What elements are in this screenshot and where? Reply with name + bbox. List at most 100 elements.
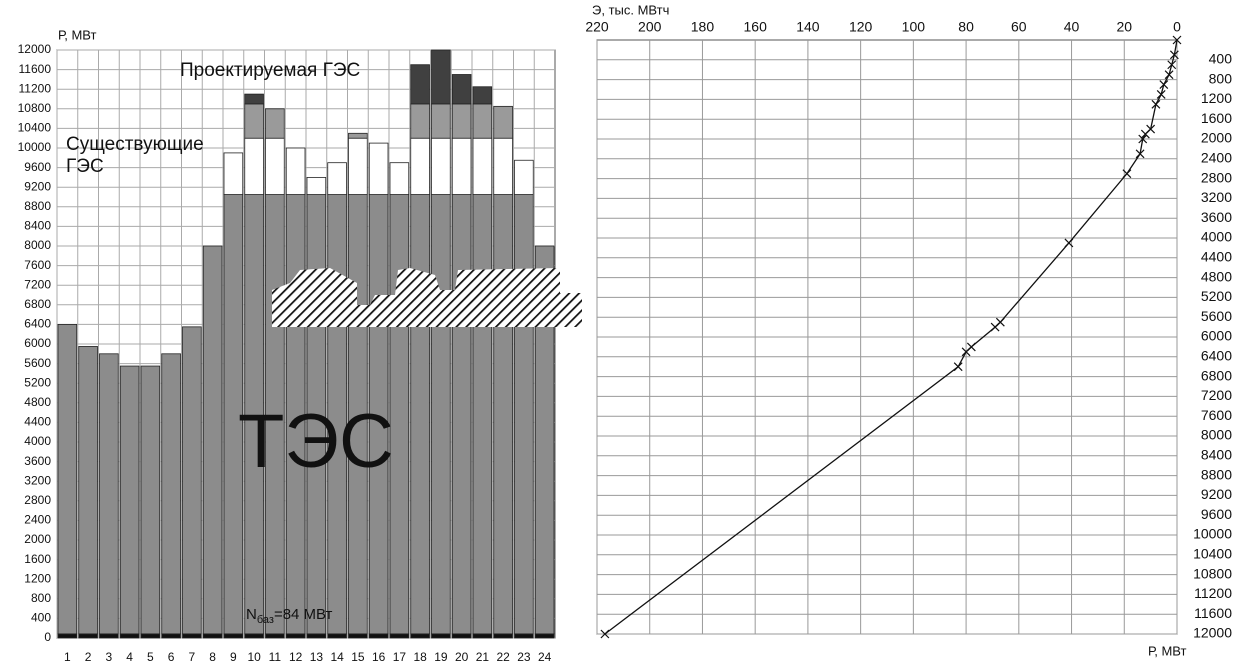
y-tick-label: 6400 (1201, 348, 1232, 364)
y-tick-label: 2400 (24, 513, 51, 527)
bar-segment (348, 132, 368, 139)
bar-segment (182, 326, 202, 635)
bar-segment (99, 633, 119, 639)
y-tick-label: 10800 (1193, 565, 1232, 581)
y-tick-label: 7600 (1201, 407, 1232, 423)
x-tick-label: 120 (849, 19, 873, 35)
y-tick-label: 5600 (24, 356, 51, 370)
y-tick-label: 10800 (18, 101, 52, 115)
y-tick-label: 6400 (24, 317, 51, 331)
base-rest: =84 МВт (273, 606, 333, 623)
y-tick-label: 3600 (1201, 209, 1232, 225)
bar-segment (451, 103, 472, 139)
bar-segment (451, 137, 472, 195)
bar-segment (451, 74, 472, 105)
bar-segment (119, 365, 140, 635)
bar-segment (514, 194, 534, 635)
bar-segment (265, 108, 285, 139)
y-tick-label: 7200 (24, 277, 51, 291)
base-label: Nбаз=84 МВт (246, 606, 332, 627)
y-tick-label: 5200 (24, 375, 51, 389)
bar-segment (78, 346, 98, 635)
x-tick-label: 140 (796, 19, 820, 35)
bar-segment (306, 176, 327, 195)
bar-segment (389, 633, 410, 639)
x-tick-label: 13 (310, 650, 324, 664)
bar-segment (368, 142, 389, 195)
x-tick-label: 11 (269, 650, 282, 664)
y-tick-label: 9600 (24, 160, 51, 174)
bar-segment (161, 353, 181, 635)
point-marker (1122, 169, 1132, 179)
bar-segment (244, 137, 264, 195)
y-tick-label: 11200 (19, 81, 52, 95)
point-marker (1164, 70, 1174, 80)
y-tick-label: 8800 (1201, 466, 1232, 482)
y-axis-title: Р, МВт (1148, 643, 1187, 658)
y-tick-label: 800 (31, 591, 51, 605)
series-label: Проектируемая ГЭС (180, 60, 361, 81)
bar-segment (431, 103, 451, 139)
bar-segment (327, 162, 347, 195)
bar-segment (389, 162, 410, 195)
bar-segment (306, 633, 327, 639)
y-tick-label: 1200 (1201, 90, 1232, 106)
y-tick-label: 9200 (24, 179, 51, 193)
bar-segment (431, 194, 451, 635)
y-tick-label: 3200 (1201, 189, 1232, 205)
y-tick-label: 8000 (1201, 427, 1232, 443)
y-tick-label: 4000 (24, 434, 51, 448)
point-marker (1064, 238, 1074, 248)
y-tick-label: 7200 (1201, 387, 1232, 403)
x-axis-title: Э, тыс. МВтч (592, 2, 669, 17)
base-symbol: N (246, 606, 257, 623)
bar-segment (285, 147, 306, 195)
y-tick-label: 1600 (24, 552, 51, 566)
series-label: ТЭС (238, 399, 394, 484)
x-tick-label: 80 (958, 19, 974, 35)
point-marker (1172, 35, 1182, 45)
x-tick-label: 22 (496, 650, 510, 664)
y-tick-label: 6800 (24, 297, 51, 311)
y-tick-label: 4800 (24, 395, 51, 409)
point-marker (1140, 129, 1150, 139)
bar-segment (119, 633, 140, 639)
bar-segment (244, 633, 264, 639)
bar-segment (410, 64, 430, 105)
x-tick-label: 2 (85, 650, 92, 664)
y-tick-label: 4400 (24, 415, 51, 429)
bar-segment (514, 633, 534, 639)
y-tick-label: 1200 (24, 571, 51, 585)
x-tick-label: 8 (209, 650, 216, 664)
x-tick-label: 1 (64, 650, 71, 664)
bar-segment (431, 633, 451, 639)
x-tick-label: 100 (902, 19, 926, 35)
point-marker (1135, 149, 1145, 159)
y-tick-label: 4000 (1201, 229, 1232, 245)
y-tick-label: 3200 (24, 473, 51, 487)
bar-segment (493, 105, 513, 139)
y-tick-label: 10000 (1193, 526, 1232, 542)
x-tick-label: 12 (289, 650, 303, 664)
bar-segment (451, 194, 472, 635)
bar-segment (265, 137, 285, 195)
point-marker (1159, 80, 1169, 89)
x-tick-label: 6 (168, 650, 175, 664)
hatched-band (272, 268, 582, 327)
x-tick-label: 3 (106, 650, 113, 664)
bar-segment (431, 137, 451, 195)
x-tick-label: 20 (455, 650, 469, 664)
y-axis-title: Р, МВт (58, 27, 97, 42)
bar-segment (368, 633, 389, 639)
bar-segment (410, 103, 430, 139)
bar-segment (451, 633, 472, 639)
y-tick-label: 0 (44, 630, 51, 644)
bar-segment (182, 633, 202, 639)
x-tick-label: 18 (413, 650, 427, 664)
point-marker (1169, 50, 1179, 60)
x-tick-label: 24 (538, 650, 552, 664)
y-tick-label: 10400 (18, 121, 52, 135)
y-tick-label: 2000 (1201, 130, 1232, 146)
point-marker (961, 347, 971, 357)
